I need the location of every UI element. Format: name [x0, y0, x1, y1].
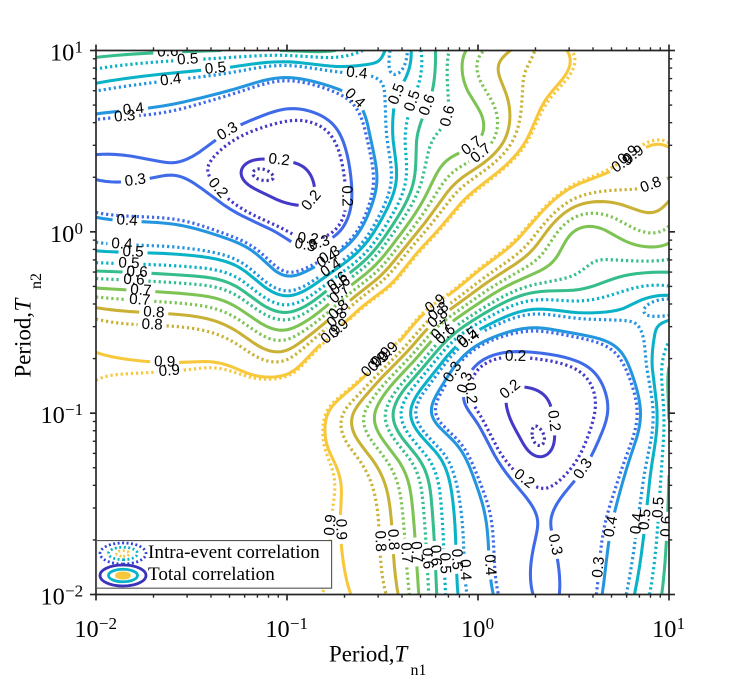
svg-text:0.8: 0.8 — [141, 316, 163, 334]
svg-text:0.7: 0.7 — [407, 541, 425, 563]
svg-text:0.2: 0.2 — [268, 150, 291, 169]
svg-text:0.3: 0.3 — [589, 556, 608, 579]
svg-text:0.8: 0.8 — [371, 530, 389, 552]
svg-text:0.2: 0.2 — [338, 185, 355, 207]
svg-text:Total correlation: Total correlation — [148, 564, 275, 585]
svg-text:0.3: 0.3 — [124, 170, 147, 190]
svg-text:1 0 1: 1 0 1 — [50, 37, 83, 66]
svg-text:1 0 0: 1 0 0 — [461, 614, 494, 643]
svg-text:0.5: 0.5 — [436, 552, 454, 574]
svg-text:0.3: 0.3 — [293, 235, 317, 256]
svg-text:0.5: 0.5 — [635, 508, 654, 531]
svg-text:1 0 −: 1 0 − 2 — [74, 609, 117, 643]
svg-text:0.5: 0.5 — [401, 88, 424, 114]
svg-text:n1: n1 — [411, 662, 427, 679]
svg-text:0.5: 0.5 — [649, 496, 667, 518]
svg-text:0.4: 0.4 — [456, 559, 474, 582]
svg-text:0.4: 0.4 — [111, 235, 134, 253]
svg-text:0.6: 0.6 — [416, 92, 439, 118]
svg-text:0.8: 0.8 — [638, 173, 664, 196]
svg-text:0.6: 0.6 — [427, 545, 445, 567]
svg-text:0.3: 0.3 — [307, 232, 332, 254]
svg-text:0.6: 0.6 — [157, 43, 179, 61]
svg-text:0.4: 0.4 — [481, 554, 499, 577]
svg-text:0.5: 0.5 — [448, 548, 466, 570]
svg-text:T: T — [11, 297, 36, 312]
svg-text:0.7: 0.7 — [397, 542, 415, 564]
svg-text:1 0 0: 1 0 0 — [50, 219, 83, 248]
svg-text:0.2: 0.2 — [297, 229, 320, 248]
svg-text:0.5: 0.5 — [122, 243, 144, 261]
svg-text:0.3: 0.3 — [454, 370, 477, 395]
svg-text:0.5: 0.5 — [118, 254, 140, 272]
svg-text:n2: n2 — [28, 273, 45, 289]
svg-text:0.4: 0.4 — [116, 211, 139, 229]
svg-text:0.4: 0.4 — [627, 511, 647, 535]
svg-text:0.3: 0.3 — [544, 532, 565, 556]
svg-text:0.5: 0.5 — [204, 59, 227, 78]
svg-text:T: T — [395, 642, 410, 667]
svg-text:1 0 −: 1 0 − 1 — [41, 395, 84, 429]
svg-text:0.7: 0.7 — [130, 281, 152, 299]
svg-text:0.7: 0.7 — [129, 291, 151, 309]
svg-text:0.4: 0.4 — [345, 63, 368, 82]
svg-text:0.2: 0.2 — [461, 382, 480, 405]
svg-text:0.5: 0.5 — [385, 81, 408, 107]
svg-text:0.2: 0.2 — [544, 409, 564, 432]
svg-text:Period,: Period, — [329, 642, 395, 667]
svg-text:0.6: 0.6 — [437, 104, 458, 129]
svg-text:0.2: 0.2 — [505, 348, 527, 365]
svg-text:0.4: 0.4 — [159, 70, 183, 89]
svg-text:0.6: 0.6 — [123, 271, 145, 289]
svg-text:Period,: Period, — [11, 312, 36, 378]
svg-text:0.6: 0.6 — [418, 547, 436, 569]
svg-text:0.5: 0.5 — [177, 50, 199, 68]
svg-text:0.9: 0.9 — [332, 519, 350, 541]
svg-text:1 0 −: 1 0 − 2 — [41, 576, 84, 610]
svg-text:1 0 −: 1 0 − 1 — [265, 609, 308, 643]
svg-text:0.9: 0.9 — [158, 362, 180, 380]
svg-text:0.6: 0.6 — [126, 263, 148, 281]
svg-text:0.8: 0.8 — [143, 303, 165, 321]
svg-text:0.4: 0.4 — [122, 100, 145, 119]
svg-text:0.4: 0.4 — [600, 514, 621, 539]
svg-text:0.9: 0.9 — [321, 514, 340, 537]
svg-text:0.3: 0.3 — [113, 107, 136, 126]
svg-text:1 0 1: 1 0 1 — [652, 614, 685, 643]
svg-text:Intra-event correlation: Intra-event correlation — [148, 542, 320, 563]
svg-text:0.8: 0.8 — [384, 529, 402, 551]
svg-text:0.6: 0.6 — [658, 515, 676, 537]
svg-text:0.9: 0.9 — [154, 353, 176, 371]
